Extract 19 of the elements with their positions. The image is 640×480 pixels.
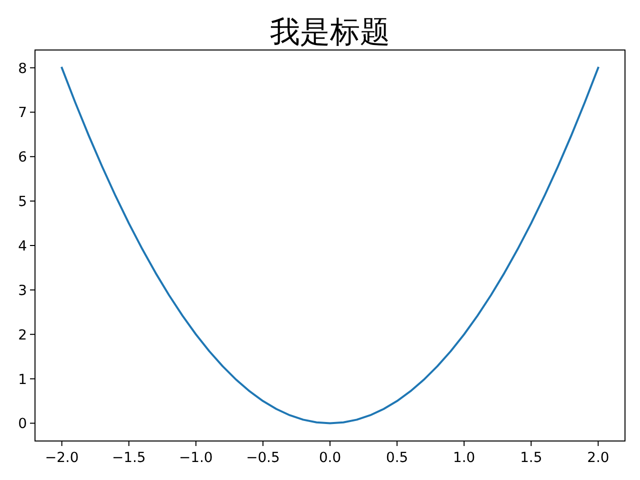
x-tick-label: 1.0: [453, 450, 476, 466]
y-tick-label: 1: [18, 372, 27, 388]
y-tick-label: 3: [18, 282, 27, 299]
y-tick-label: 5: [18, 194, 27, 210]
x-tick-label: −1.0: [179, 450, 213, 466]
x-tick-label: 1.5: [520, 450, 542, 466]
x-tick-label: 0.0: [318, 450, 342, 466]
x-tick-label: −0.5: [246, 450, 280, 466]
y-tick-label: 2: [18, 327, 27, 344]
x-tick-label: −1.5: [112, 450, 146, 466]
x-tick-label: −2.0: [44, 450, 79, 466]
x-tick-label: 2.0: [587, 450, 610, 466]
y-tick-label: 7: [18, 105, 27, 122]
x-tick-label: 0.5: [386, 450, 408, 466]
y-tick-label: 8: [18, 60, 27, 77]
y-tick-label: 4: [18, 238, 28, 254]
chart-title: 我是标题: [270, 15, 390, 50]
y-tick-label: 6: [18, 150, 27, 166]
y-tick-label: 0: [18, 416, 27, 432]
